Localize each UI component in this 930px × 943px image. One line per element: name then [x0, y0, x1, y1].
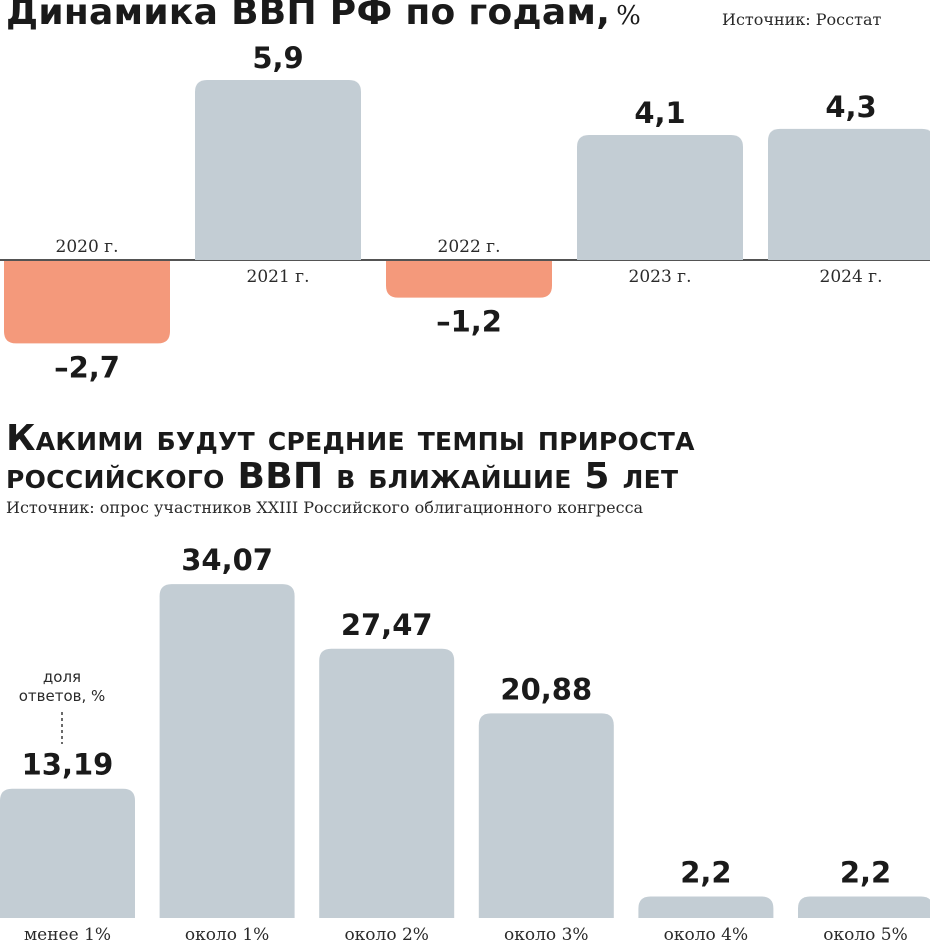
chart1-title-text: Динамика ВВП РФ по годам,: [6, 0, 611, 33]
chart2-category-label: около 3%: [504, 925, 589, 943]
chart2-value-label: 2,2: [680, 855, 731, 889]
chart2-value-label: 20,88: [500, 672, 592, 706]
chart2-source: Источник: опрос участников XXIII Российс…: [6, 498, 644, 517]
chart2-title-line-1: Какими будут средние темпы прироста: [6, 418, 695, 459]
chart2-value-label: 2,2: [840, 855, 891, 889]
chart1-bar: [4, 261, 170, 344]
chart2-value-label: 13,19: [22, 748, 114, 782]
chart2-title-line-2: российского ВВП в ближайшие 5 лет: [6, 456, 679, 497]
chart2-category-label: менее 1%: [24, 925, 111, 943]
chart2-category-label: около 1%: [185, 925, 270, 943]
chart2-bar: [478, 713, 614, 918]
chart2-title: Какими будут средние темпы прироста росс…: [6, 420, 695, 496]
chart1-category-label: 2021 г.: [247, 267, 310, 287]
chart1-bar: [577, 134, 743, 260]
chart1-bar: [768, 128, 930, 260]
chart1-category-label: 2020 г.: [56, 237, 119, 257]
chart1-source: Источник: Росстат: [722, 10, 882, 29]
chart2-bar: [159, 584, 295, 918]
chart2-bar: [0, 788, 135, 918]
chart1-category-label: 2022 г.: [438, 237, 501, 257]
chart2-value-label: 34,07: [181, 543, 273, 577]
chart2-annotation-line: ответов, %: [19, 687, 106, 705]
chart1-bar: [386, 261, 552, 298]
chart1-value-label: 5,9: [252, 41, 303, 75]
chart1-category-label: 2023 г.: [629, 267, 692, 287]
chart2-bar: [798, 896, 930, 918]
chart1-value-label: –2,7: [54, 350, 120, 384]
chart1-value-label: –1,2: [436, 305, 502, 339]
chart1-title-unit: %: [616, 1, 642, 31]
chart2-bar: [638, 896, 774, 918]
chart2-bar: [319, 648, 455, 918]
chart1-category-label: 2024 г.: [820, 267, 883, 287]
gdp-dynamics-chart: –2,7 2020 г. 5,9 2021 г. –1,2 2022 г. 4,1 2023 …: [0, 41, 930, 384]
chart1-value-label: 4,1: [634, 96, 685, 130]
chart1-bar: [195, 80, 361, 260]
chart2-category-label: около 2%: [344, 925, 429, 943]
chart2-value-label: 27,47: [341, 608, 433, 642]
chart2-category-label: около 5%: [823, 925, 908, 943]
chart2-category-label: около 4%: [664, 925, 749, 943]
chart1-title: Динамика ВВП РФ по годам,%: [6, 0, 641, 35]
chart2-annotation-line: доля: [43, 668, 81, 686]
chart1-value-label: 4,3: [825, 90, 876, 124]
